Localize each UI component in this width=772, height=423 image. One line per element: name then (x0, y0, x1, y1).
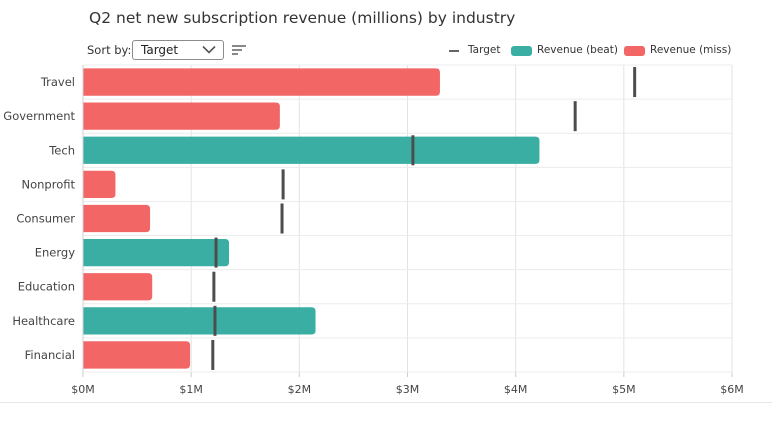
category-label: Consumer (16, 212, 75, 226)
bar-consumer (83, 204, 151, 233)
target-marker-consumer (280, 203, 284, 234)
bar-government (83, 102, 280, 130)
legend-target-marker (449, 50, 459, 52)
legend-target-label: Target (468, 44, 501, 56)
x-tick-label: $6M (720, 383, 744, 396)
target-marker-healthcare (213, 305, 217, 336)
sort-select[interactable]: Target (132, 40, 224, 60)
category-label: Healthcare (12, 314, 75, 328)
sort-lines-icon[interactable] (232, 44, 246, 56)
bar-travel (83, 68, 440, 96)
bar-tech (83, 136, 540, 164)
page-divider (0, 402, 772, 403)
target-marker-tech (411, 135, 415, 166)
target-marker-travel (633, 67, 637, 98)
bar-energy (83, 238, 230, 267)
target-marker-nonprofit (281, 169, 285, 200)
chart-title: Q2 net new subscription revenue (million… (89, 9, 516, 27)
x-tick-label: $1M (179, 383, 203, 396)
x-tick-label: $5M (612, 383, 636, 396)
plot-area: $0M $1M $2M $3M $4M $5M $6M Travel Government Tec… (3, 64, 744, 396)
sort-select-value: Target (141, 43, 179, 57)
chevron-down-icon (202, 45, 216, 54)
chart-container: Q2 net new subscription revenue (million… (3, 9, 744, 396)
sort-label: Sort by: (87, 43, 132, 57)
x-tick-label: $2M (288, 383, 312, 396)
legend-miss-swatch (624, 46, 645, 56)
target-marker-government (573, 101, 577, 132)
target-marker-financial (211, 339, 215, 370)
legend-beat-label: Revenue (beat) (537, 44, 618, 56)
category-label: Nonprofit (22, 177, 76, 191)
category-label: Financial (25, 348, 75, 362)
category-label: Tech (48, 143, 75, 157)
category-label: Government (3, 109, 75, 123)
bar-financial (83, 341, 191, 369)
legend-beat-swatch (511, 46, 532, 56)
bar-education (83, 273, 153, 301)
legend-miss-label: Revenue (miss) (650, 44, 732, 56)
target-marker-education (212, 271, 216, 302)
category-label: Energy (35, 246, 75, 260)
chart-legend: Target Revenue (beat) Revenue (miss) (449, 44, 739, 58)
target-marker-energy (214, 237, 218, 268)
category-label: Travel (40, 75, 75, 89)
x-tick-label: $4M (504, 383, 528, 396)
x-tick-label: $3M (396, 383, 420, 396)
bar-nonprofit (83, 170, 116, 199)
category-label: Education (18, 280, 75, 294)
x-tick-label: $0M (71, 383, 95, 396)
bar-healthcare (83, 307, 316, 335)
